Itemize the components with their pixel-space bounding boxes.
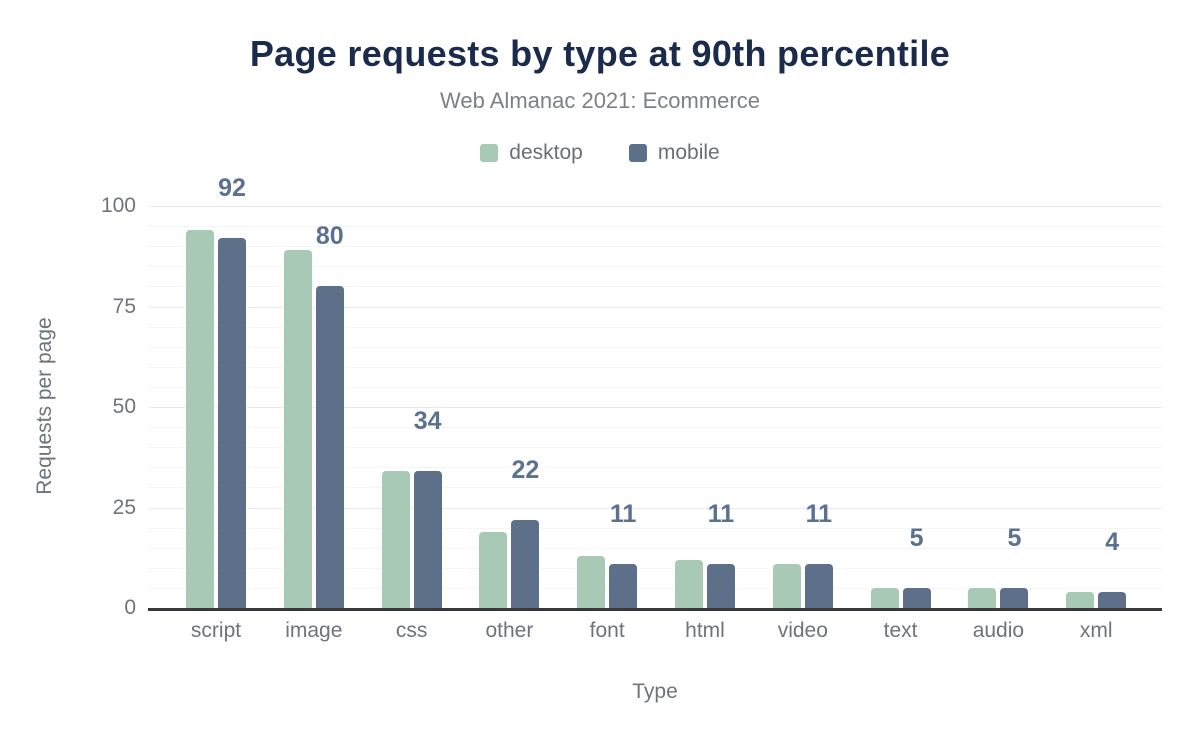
x-tick-audio: audio: [972, 619, 1025, 642]
value-label-audio: 5: [1007, 523, 1022, 552]
minor-gridline-60: [148, 366, 1162, 368]
chart-legend: desktop mobile: [0, 141, 1200, 165]
legend-item-desktop: desktop: [480, 141, 583, 165]
bar-desktop-xml: [1066, 592, 1095, 608]
bar-mobile-other: [511, 520, 540, 608]
bar-mobile-css: [413, 471, 442, 608]
value-label-font: 11: [609, 499, 637, 528]
value-label-video: 11: [805, 499, 833, 528]
bar-mobile-text: [902, 588, 931, 608]
x-tick-font: font: [589, 619, 625, 642]
y-tick-25: 25: [112, 495, 136, 519]
legend-label-mobile: mobile: [657, 141, 720, 164]
x-tick-other: other: [485, 619, 534, 642]
x-tick-text: text: [883, 619, 918, 642]
bar-desktop-audio: [968, 588, 997, 608]
value-label-image: 80: [315, 222, 344, 251]
bar-desktop-other: [479, 532, 508, 608]
x-axis-line: [148, 608, 1162, 611]
value-label-other: 22: [511, 455, 540, 484]
x-tick-html: html: [685, 619, 725, 642]
legend-item-mobile: mobile: [628, 141, 720, 165]
y-tick-0: 0: [124, 596, 136, 619]
x-tick-video: video: [777, 619, 828, 642]
major-gridline-100: [148, 206, 1162, 207]
bar-desktop-font: [577, 556, 606, 608]
bar-desktop-image: [283, 250, 312, 608]
legend-swatch-mobile: [628, 144, 647, 162]
minor-gridline-5: [148, 587, 1162, 589]
minor-gridline-40: [148, 447, 1162, 449]
value-label-css: 34: [413, 407, 442, 436]
bar-mobile-html: [707, 564, 735, 608]
minor-gridline-65: [148, 346, 1162, 348]
y-tick-75: 75: [112, 294, 136, 318]
x-tick-script: script: [190, 619, 242, 642]
minor-gridline-35: [148, 467, 1162, 469]
legend-swatch-desktop: [480, 144, 499, 162]
minor-gridline-95: [148, 226, 1162, 228]
minor-gridline-45: [148, 427, 1162, 429]
major-gridline-75: [148, 306, 1162, 308]
x-tick-xml: xml: [1079, 619, 1113, 642]
minor-gridline-30: [148, 487, 1162, 489]
chart-subtitle: Web Almanac 2021: Ecommerce: [440, 88, 760, 113]
minor-gridline-10: [148, 567, 1162, 569]
value-label-xml: 4: [1105, 527, 1120, 556]
value-label-text: 5: [909, 523, 924, 552]
x-axis-title: Type: [632, 680, 678, 703]
bar-mobile-image: [315, 286, 344, 608]
y-tick-50: 50: [112, 395, 136, 418]
value-label-script: 92: [218, 174, 246, 203]
minor-gridline-20: [148, 527, 1162, 529]
bar-mobile-xml: [1098, 592, 1127, 608]
bar-desktop-video: [772, 564, 801, 608]
bar-mobile-font: [609, 564, 638, 608]
minor-gridline-55: [148, 386, 1162, 388]
major-gridline-25: [148, 507, 1162, 509]
chart-title: Page requests by type at 90th percentile: [249, 33, 951, 74]
major-gridline-50: [148, 407, 1162, 408]
x-tick-image: image: [285, 619, 343, 642]
minor-gridline-85: [148, 266, 1162, 268]
bar-desktop-html: [675, 560, 703, 608]
minor-gridline-15: [148, 547, 1162, 549]
x-tick-css: css: [395, 619, 428, 642]
legend-label-desktop: desktop: [509, 141, 583, 164]
value-label-html: 11: [707, 499, 735, 528]
minor-gridline-90: [148, 246, 1162, 248]
minor-gridline-80: [148, 286, 1162, 288]
bar-mobile-video: [804, 564, 833, 608]
y-axis-title: Requests per page: [33, 317, 56, 495]
y-tick-100: 100: [100, 194, 136, 217]
bar-mobile-audio: [1000, 588, 1029, 608]
bar-mobile-script: [218, 238, 246, 608]
bar-desktop-css: [381, 471, 410, 608]
bar-desktop-script: [186, 230, 214, 608]
minor-gridline-70: [148, 326, 1162, 328]
bar-desktop-text: [870, 588, 899, 608]
